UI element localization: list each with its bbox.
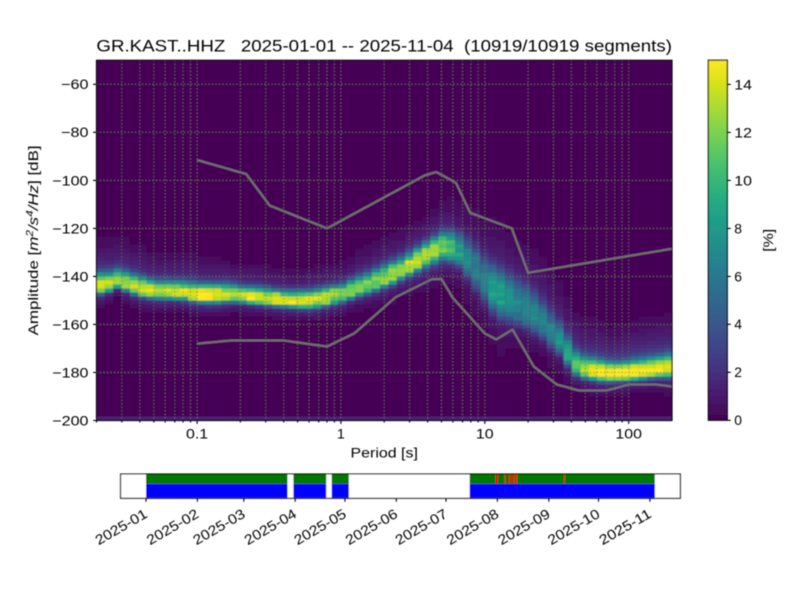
svg-text:−60: −60 bbox=[61, 76, 89, 92]
svg-text:14: 14 bbox=[734, 76, 752, 92]
svg-text:−180: −180 bbox=[52, 364, 89, 380]
svg-text:4: 4 bbox=[734, 316, 742, 332]
svg-text:10: 10 bbox=[476, 425, 494, 441]
svg-text:−140: −140 bbox=[52, 268, 89, 284]
svg-text:−120: −120 bbox=[52, 220, 89, 236]
svg-text:−200: −200 bbox=[52, 412, 89, 428]
svg-text:−100: −100 bbox=[52, 172, 89, 188]
svg-text:8: 8 bbox=[734, 220, 742, 236]
svg-text:−80: −80 bbox=[61, 124, 89, 140]
svg-text:2: 2 bbox=[734, 364, 742, 380]
svg-text:GR.KAST..HHZ 2025-01-01 -- 2: GR.KAST..HHZ 2025-01-01 -- 2025-11-04 (1… bbox=[96, 36, 672, 55]
svg-text:0: 0 bbox=[734, 412, 742, 428]
svg-text:Amplitude [m2/s4/Hz] [dB]: Amplitude [m2/s4/Hz] [dB] bbox=[25, 145, 41, 335]
svg-text:100: 100 bbox=[615, 425, 642, 441]
svg-text:1: 1 bbox=[337, 425, 345, 441]
svg-text:0.1: 0.1 bbox=[186, 425, 208, 441]
svg-text:Period [s]: Period [s] bbox=[351, 445, 418, 461]
svg-text:[%]: [%] bbox=[760, 229, 776, 252]
svg-text:12: 12 bbox=[734, 124, 752, 140]
svg-text:10: 10 bbox=[734, 172, 752, 188]
svg-text:6: 6 bbox=[734, 268, 742, 284]
svg-text:−160: −160 bbox=[52, 316, 89, 332]
